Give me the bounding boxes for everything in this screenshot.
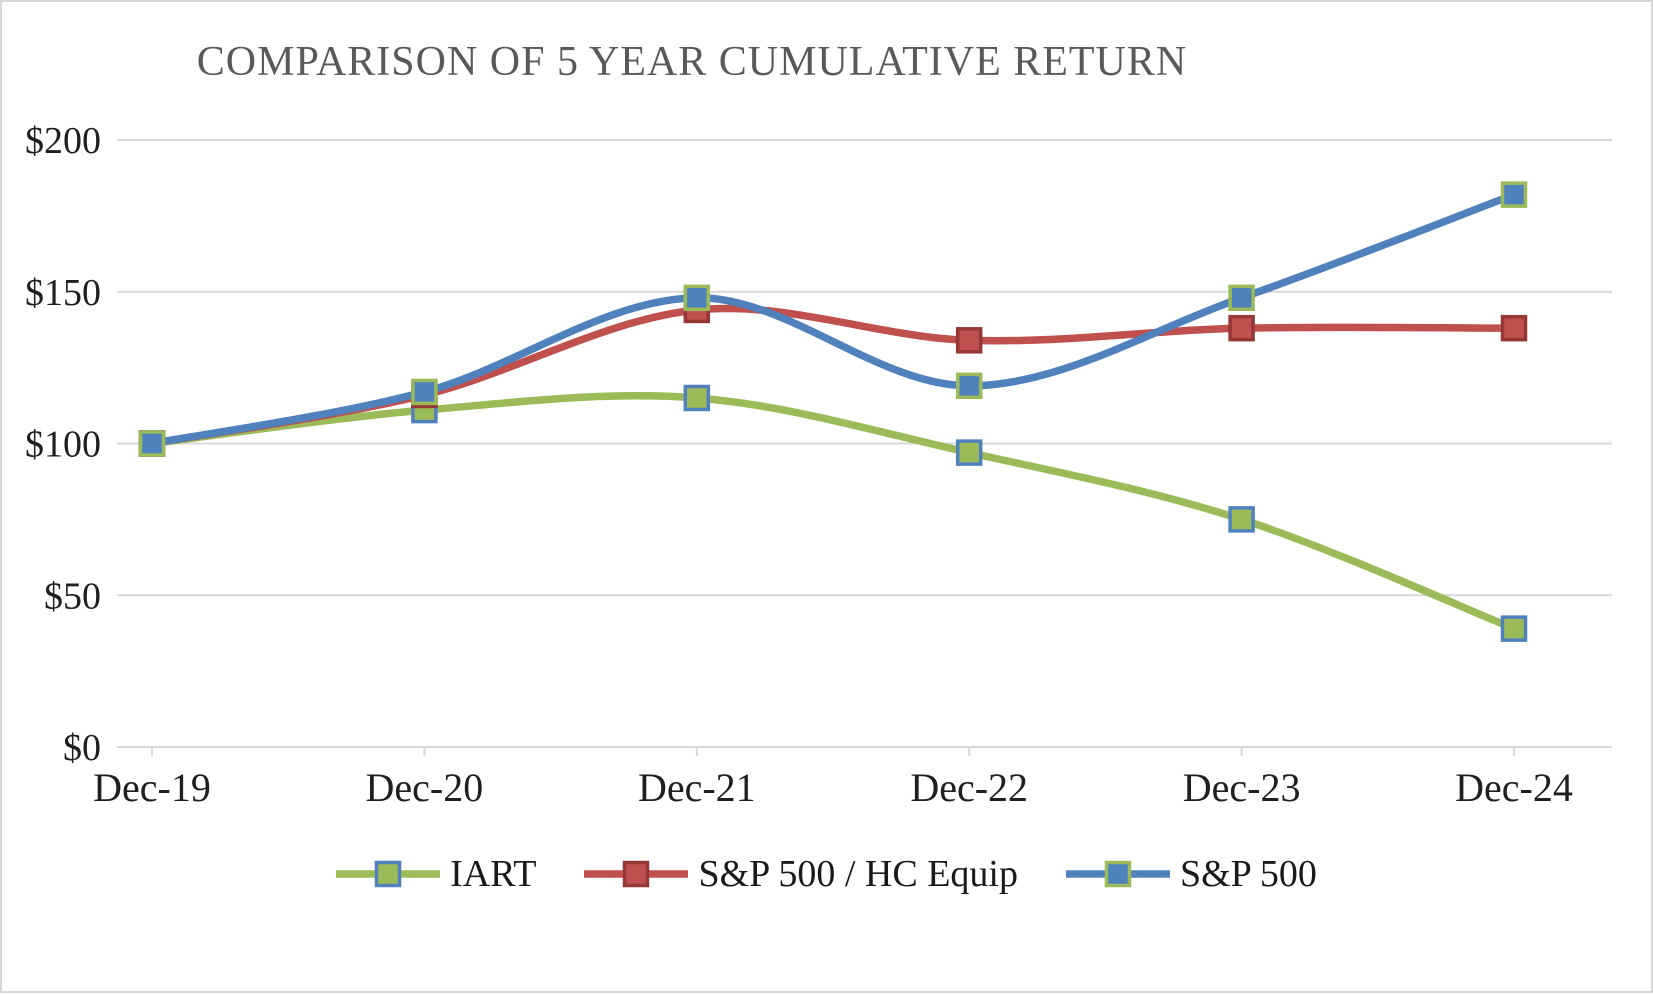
- legend-label: S&P 500: [1179, 853, 1317, 895]
- series-marker-s-p-500: [411, 378, 438, 406]
- series-marker-s-p-500: [1228, 284, 1255, 312]
- x-axis-tick-label: Dec-22: [910, 765, 1028, 810]
- series-marker-s-p-500-hc-equip: [1500, 314, 1528, 342]
- series-marker-s-p-500: [955, 372, 983, 400]
- series-marker-iart: [955, 439, 983, 466]
- x-axis-tick-label: Dec-20: [366, 765, 484, 810]
- series-marker-s-p-500-hc-equip: [955, 327, 983, 354]
- x-axis-tick-label: Dec-23: [1183, 765, 1301, 810]
- series-marker-s-p-500: [1500, 181, 1528, 208]
- legend-label: IART: [450, 853, 537, 895]
- legend-item-iart: IART: [336, 852, 536, 896]
- legend-label: S&P 500 / HC Equip: [698, 853, 1018, 895]
- legend: IART S&P 500 / HC Equip S&P 500: [2, 852, 1651, 896]
- series-line-s-p-500: [148, 190, 1518, 448]
- x-axis-tick-label: Dec-21: [638, 765, 756, 810]
- legend-item-s-p-500-hc-equip: S&P 500 / HC Equip: [584, 852, 1018, 896]
- y-axis-tick-label: $150: [25, 272, 101, 314]
- legend-swatch-iart: [336, 860, 441, 888]
- series-line-iart: [148, 392, 1518, 633]
- y-axis-tick-label: $100: [25, 424, 101, 466]
- series-marker-iart: [1228, 506, 1255, 533]
- y-axis-tick-label: $50: [44, 575, 101, 617]
- legend-item-s-p-500: S&P 500: [1065, 852, 1317, 896]
- legend-swatch-s-p-500: [1065, 860, 1170, 888]
- x-axis-tick-label: Dec-19: [93, 765, 211, 810]
- series-marker-s-p-500: [138, 430, 166, 457]
- series-marker-s-p-500: [683, 284, 711, 312]
- y-axis-tick-label: $200: [25, 120, 101, 162]
- legend-swatch-s-p-500-hc-equip: [584, 860, 689, 888]
- x-axis-tick-label: Dec-24: [1455, 765, 1573, 810]
- y-axis-tick-label: $0: [63, 727, 101, 769]
- series-marker-iart: [1500, 615, 1528, 642]
- chart-title: COMPARISON OF 5 YEAR CUMULATIVE RETURN: [196, 39, 1188, 85]
- series-marker-iart: [683, 384, 711, 412]
- series-marker-s-p-500-hc-equip: [1228, 314, 1255, 342]
